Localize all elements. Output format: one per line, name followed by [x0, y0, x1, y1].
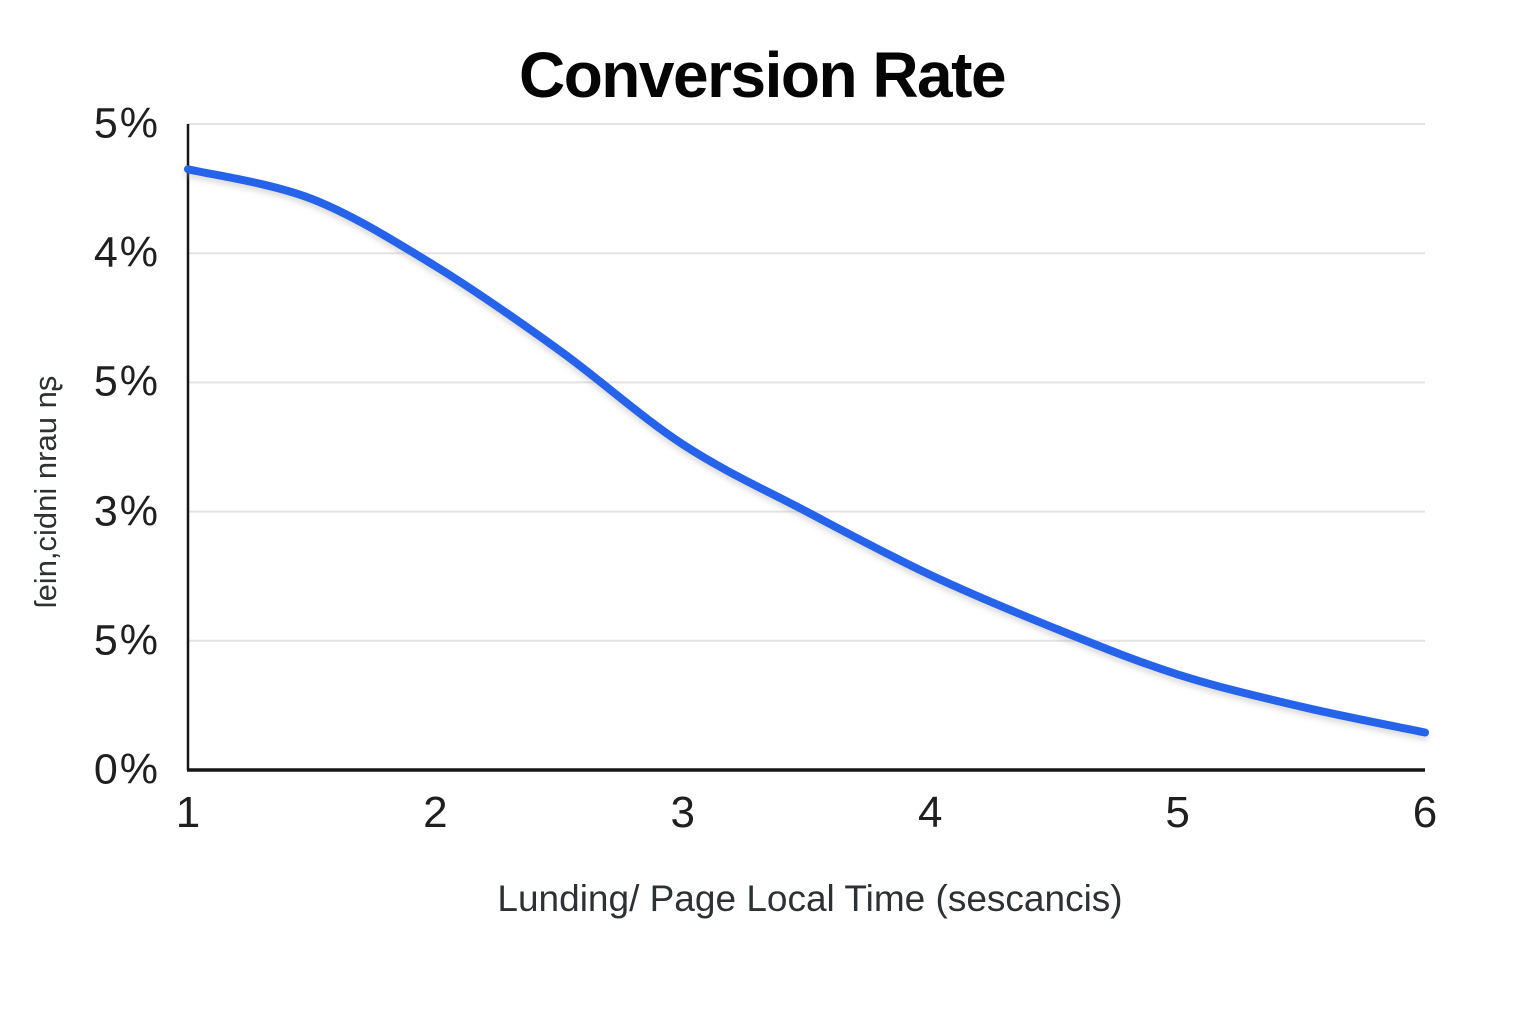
x-tick-label: 5	[1165, 788, 1190, 837]
chart-title: Conversion Rate	[518, 39, 1007, 111]
y-tick-label: 3%	[93, 487, 160, 536]
x-axis-title: Lunding/ Page Local Time (sescancis)	[497, 878, 1123, 919]
y-tick-label: 0%	[93, 745, 160, 794]
y-tick-label: 4%	[93, 228, 160, 277]
axes	[186, 124, 1425, 772]
x-tick-label: 6	[1412, 788, 1438, 837]
series-line-conversion-rate	[184, 165, 1429, 737]
gridlines	[188, 123, 1425, 642]
x-tick-label: 4	[917, 788, 943, 837]
x-tick-label: 3	[670, 788, 696, 837]
x-tick-label: 2	[423, 788, 448, 837]
y-axis-title: ſein,cidni nrau nʂ	[28, 375, 63, 609]
y-tick-label: 5%	[93, 99, 160, 148]
x-tick-label: 1	[175, 788, 201, 837]
y-tick-label: 5%	[93, 616, 160, 665]
y-tick-label: 5%	[93, 357, 160, 406]
